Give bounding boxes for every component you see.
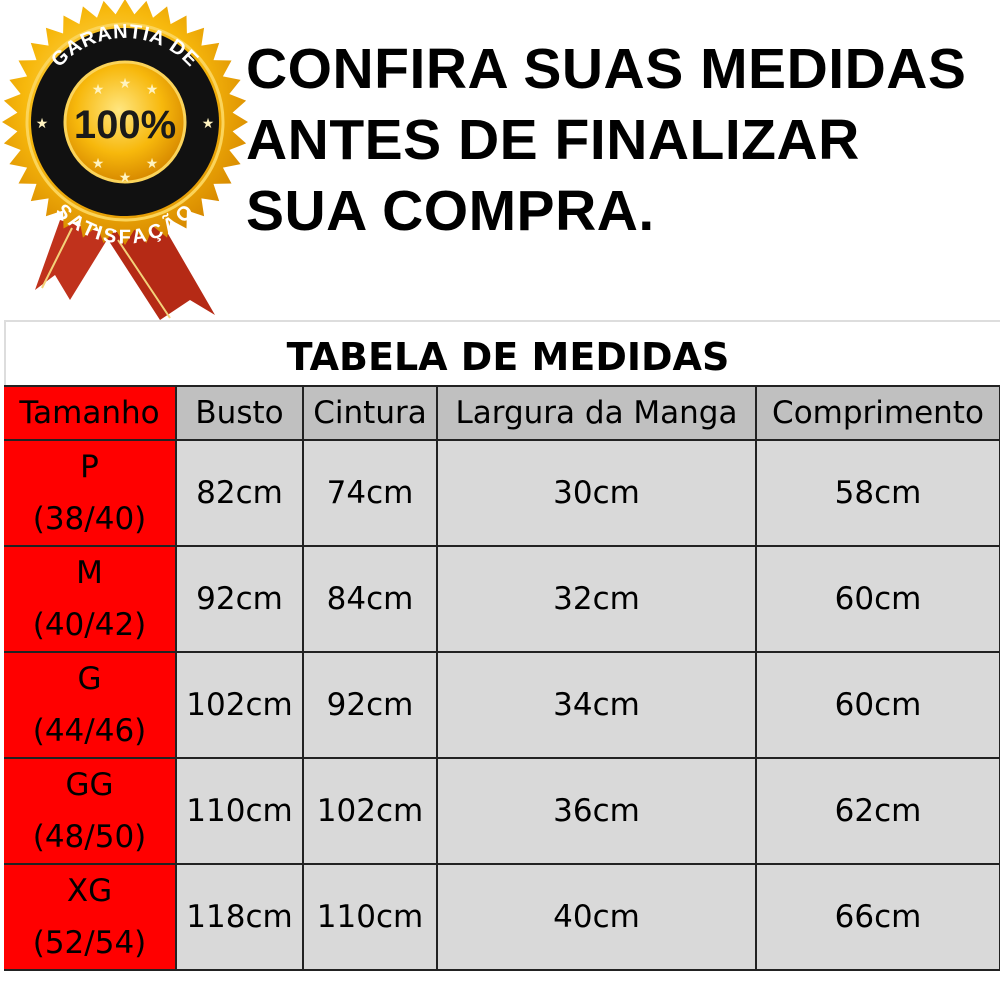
size-range: (38/40): [32, 501, 147, 537]
cintura-cell: 92cm: [302, 651, 438, 759]
headline-line: ANTES DE FINALIZAR: [246, 108, 860, 172]
svg-text:★: ★: [92, 82, 105, 98]
table-row: XG (52/54) 118cm 110cm 40cm 66cm: [4, 863, 1000, 971]
busto-cell: 118cm: [175, 863, 304, 971]
size-cell: M (40/42): [4, 545, 177, 653]
size-cell: P (38/40): [4, 439, 177, 547]
size-label: G: [77, 661, 102, 697]
header-comprimento: Comprimento: [755, 385, 1000, 441]
size-cell: G (44/46): [4, 651, 177, 759]
size-range: (40/42): [32, 607, 147, 643]
busto-cell: 92cm: [175, 545, 304, 653]
table-row: M (40/42) 92cm 84cm 32cm 60cm: [4, 545, 1000, 653]
satisfaction-guarantee-badge: GARANTIA DE SATISFAÇÃO 100% ★★ ★ ★★ ★ ★ ★: [2, 0, 248, 320]
svg-text:★: ★: [119, 170, 132, 186]
star-icons: ★ ★ ★ ★ ★ ★ ★ ★: [36, 76, 215, 186]
headline-line: CONFIRA SUAS MEDIDAS: [246, 37, 967, 101]
table-title: TABELA DE MEDIDAS: [6, 322, 1000, 385]
manga-cell: 36cm: [436, 757, 757, 865]
manga-cell: 30cm: [436, 439, 757, 547]
busto-cell: 82cm: [175, 439, 304, 547]
busto-cell: 110cm: [175, 757, 304, 865]
svg-text:★: ★: [36, 116, 49, 132]
size-cell: GG (48/50): [4, 757, 177, 865]
badge-center-text: 100%: [74, 103, 176, 147]
header-busto: Busto: [175, 385, 304, 441]
size-range: (44/46): [32, 713, 147, 749]
svg-text:★: ★: [146, 82, 159, 98]
cintura-cell: 110cm: [302, 863, 438, 971]
busto-cell: 102cm: [175, 651, 304, 759]
manga-cell: 32cm: [436, 545, 757, 653]
size-range: (48/50): [32, 819, 147, 855]
ribbon-icon: [35, 220, 215, 320]
cintura-cell: 84cm: [302, 545, 438, 653]
comprimento-cell: 66cm: [755, 863, 1000, 971]
headline: CONFIRA SUAS MEDIDAS ANTES DE FINALIZAR …: [246, 34, 966, 247]
comprimento-cell: 58cm: [755, 439, 1000, 547]
size-label: P: [80, 449, 99, 485]
size-label: XG: [66, 873, 113, 909]
comprimento-cell: 62cm: [755, 757, 1000, 865]
size-range: (52/54): [32, 925, 147, 961]
cintura-cell: 74cm: [302, 439, 438, 547]
header-tamanho: Tamanho: [4, 385, 177, 441]
headline-line: SUA COMPRA.: [246, 179, 655, 243]
svg-text:★: ★: [92, 156, 105, 172]
comprimento-cell: 60cm: [755, 651, 1000, 759]
header-cintura: Cintura: [302, 385, 438, 441]
size-cell: XG (52/54): [4, 863, 177, 971]
table-row: GG (48/50) 110cm 102cm 36cm 62cm: [4, 757, 1000, 865]
size-label: M: [76, 555, 103, 591]
comprimento-cell: 60cm: [755, 545, 1000, 653]
size-label: GG: [65, 767, 114, 803]
svg-text:★: ★: [202, 116, 215, 132]
size-table: TABELA DE MEDIDAS Tamanho Busto Cintura …: [4, 320, 1000, 971]
manga-cell: 40cm: [436, 863, 757, 971]
manga-cell: 34cm: [436, 651, 757, 759]
header-largura-manga: Largura da Manga: [436, 385, 757, 441]
table-header-row: Tamanho Busto Cintura Largura da Manga C…: [4, 385, 1000, 441]
cintura-cell: 102cm: [302, 757, 438, 865]
table-row: P (38/40) 82cm 74cm 30cm 58cm: [4, 439, 1000, 547]
table-row: G (44/46) 102cm 92cm 34cm 60cm: [4, 651, 1000, 759]
svg-text:★: ★: [146, 156, 159, 172]
svg-text:★: ★: [119, 76, 132, 92]
